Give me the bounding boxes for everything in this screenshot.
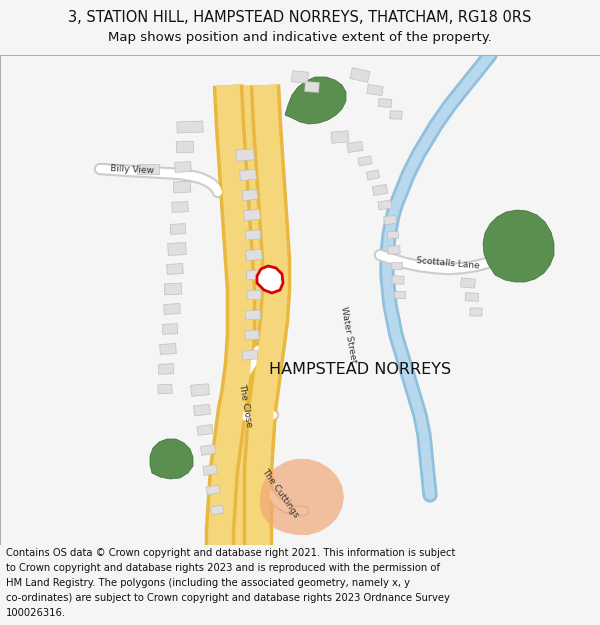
Bar — [137, 164, 159, 174]
Bar — [392, 276, 404, 284]
Text: HAMPSTEAD NORREYS: HAMPSTEAD NORREYS — [269, 362, 451, 378]
Bar — [378, 99, 392, 107]
Text: 100026316.: 100026316. — [6, 608, 66, 618]
Bar — [383, 216, 397, 224]
Polygon shape — [220, 85, 276, 545]
Bar — [167, 264, 183, 274]
Bar — [347, 141, 363, 152]
Bar — [176, 141, 194, 152]
Bar — [175, 162, 191, 172]
Bar — [387, 231, 399, 239]
Text: Contains OS data © Crown copyright and database right 2021. This information is : Contains OS data © Crown copyright and d… — [6, 548, 455, 558]
Bar — [194, 404, 211, 416]
Text: Map shows position and indicative extent of the property.: Map shows position and indicative extent… — [108, 31, 492, 44]
Bar — [367, 84, 383, 96]
Bar — [390, 111, 402, 119]
Text: The Close: The Close — [237, 382, 253, 428]
Bar — [331, 131, 349, 143]
Bar — [200, 444, 215, 456]
Bar — [211, 505, 224, 515]
Bar — [305, 82, 319, 92]
Bar — [350, 68, 370, 82]
Bar — [244, 209, 260, 221]
Bar — [292, 71, 308, 83]
Bar — [242, 350, 258, 360]
Bar — [461, 278, 475, 288]
Bar — [160, 344, 176, 354]
Bar — [366, 170, 380, 180]
Text: The Cuttings: The Cuttings — [260, 467, 300, 519]
Bar — [197, 424, 213, 436]
Bar — [236, 149, 254, 161]
Bar — [191, 384, 209, 396]
Bar — [242, 189, 258, 201]
Bar — [162, 324, 178, 334]
Text: co-ordinates) are subject to Crown copyright and database rights 2023 Ordnance S: co-ordinates) are subject to Crown copyr… — [6, 593, 450, 603]
Bar — [388, 246, 400, 254]
Bar — [245, 310, 261, 320]
Bar — [378, 200, 392, 210]
Polygon shape — [150, 439, 193, 479]
Bar — [172, 202, 188, 212]
Text: Scottalls Lane: Scottalls Lane — [416, 256, 480, 270]
Bar — [177, 121, 203, 133]
Bar — [239, 169, 256, 181]
Bar — [245, 249, 262, 261]
Polygon shape — [483, 210, 554, 282]
Bar — [246, 270, 262, 280]
Bar — [158, 384, 172, 394]
Text: HM Land Registry. The polygons (including the associated geometry, namely x, y: HM Land Registry. The polygons (includin… — [6, 578, 410, 587]
Bar — [465, 292, 479, 301]
Bar — [158, 364, 174, 374]
Bar — [358, 156, 372, 166]
Bar — [167, 242, 187, 256]
Bar — [245, 230, 261, 240]
Bar — [373, 184, 388, 196]
Bar — [247, 290, 261, 300]
Polygon shape — [260, 459, 344, 535]
Bar — [245, 330, 259, 340]
Bar — [173, 181, 191, 193]
Bar — [391, 261, 401, 269]
Bar — [170, 224, 186, 234]
Polygon shape — [257, 266, 283, 293]
Text: Water Street: Water Street — [338, 306, 358, 364]
Bar — [206, 485, 220, 495]
Text: Billy View: Billy View — [110, 164, 154, 176]
Bar — [470, 308, 482, 316]
Bar — [394, 291, 406, 299]
Polygon shape — [285, 77, 346, 124]
Text: to Crown copyright and database rights 2023 and is reproduced with the permissio: to Crown copyright and database rights 2… — [6, 562, 440, 572]
Bar — [164, 304, 180, 314]
Bar — [203, 464, 217, 476]
Bar — [164, 283, 182, 295]
Text: 3, STATION HILL, HAMPSTEAD NORREYS, THATCHAM, RG18 0RS: 3, STATION HILL, HAMPSTEAD NORREYS, THAT… — [68, 9, 532, 24]
